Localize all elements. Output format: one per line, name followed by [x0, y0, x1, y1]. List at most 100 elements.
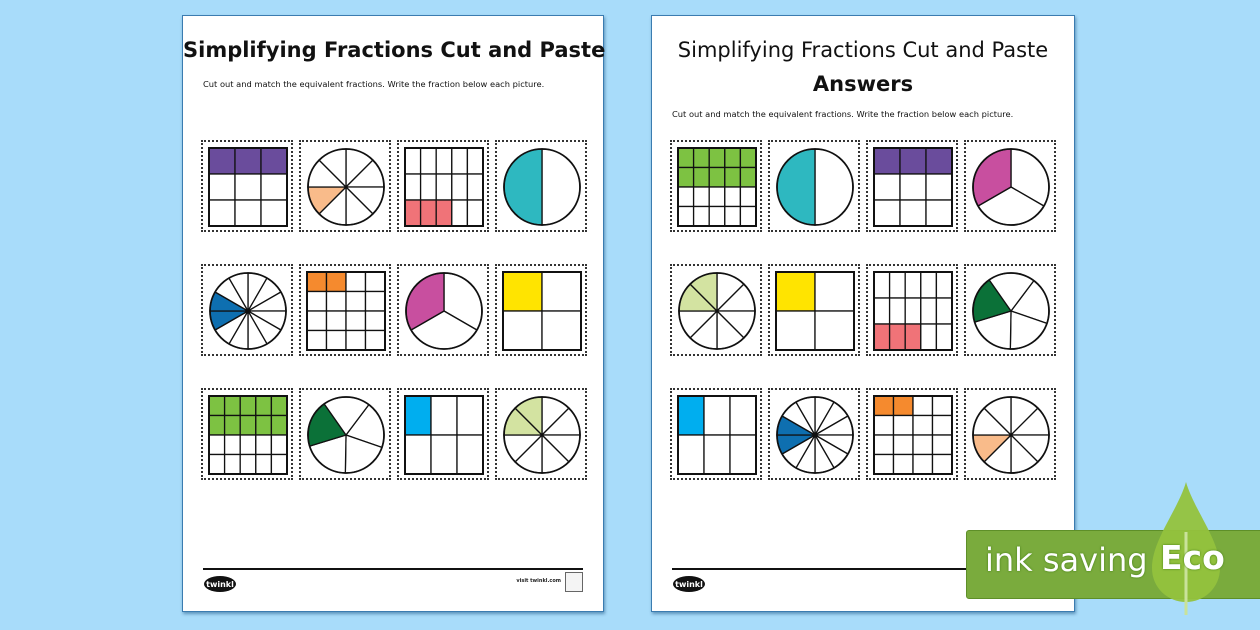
grid-cell — [739, 166, 757, 188]
grid-cell — [708, 147, 726, 169]
circle-border — [678, 272, 756, 350]
svg-text:twinkl: twinkl — [206, 580, 234, 589]
twinkl-logo: twinkl — [204, 576, 236, 592]
grid-cell — [724, 205, 742, 227]
grid-cell — [451, 199, 469, 227]
circle-slice — [814, 148, 854, 226]
fraction-grid — [502, 271, 582, 351]
fraction-card — [768, 264, 860, 356]
circle-border — [503, 148, 581, 226]
fraction-circle — [405, 272, 483, 350]
fraction-card — [299, 140, 391, 232]
grid-cell — [873, 199, 901, 227]
grid-cell — [223, 453, 241, 475]
grid-cell — [873, 297, 891, 325]
instruction-text: Cut out and match the equivalent fractio… — [672, 109, 1014, 119]
fraction-card — [964, 140, 1056, 232]
grid-border — [306, 271, 386, 351]
grid-cell — [724, 166, 742, 188]
grid-cell — [223, 434, 241, 456]
fraction-circle — [503, 148, 581, 226]
grid-cell — [912, 414, 934, 436]
grid-cell — [677, 166, 695, 188]
fraction-card — [670, 388, 762, 480]
grid-cell — [935, 297, 953, 325]
fraction-circle — [776, 396, 854, 474]
grid-cell — [419, 147, 437, 175]
grid-cell — [255, 414, 273, 436]
grid-cell — [892, 453, 914, 475]
grid-cell — [925, 147, 953, 175]
grid-cell — [541, 310, 582, 351]
grid-cell — [435, 173, 453, 201]
grid-cell — [739, 147, 757, 169]
grid-cell — [692, 205, 710, 227]
grid-cell — [920, 271, 938, 299]
grid-cell — [325, 271, 347, 293]
footer-divider — [203, 568, 583, 570]
grid-cell — [925, 173, 953, 201]
twinkl-logo: twinkl — [673, 576, 705, 592]
fraction-circle — [972, 396, 1050, 474]
grid-cell — [270, 414, 288, 436]
grid-cell — [306, 290, 328, 312]
circle-border — [776, 396, 854, 474]
grid-cell — [345, 290, 367, 312]
footer-divider — [672, 568, 1054, 570]
grid-cell — [677, 186, 695, 208]
grid-cell — [892, 434, 914, 456]
grid-cell — [270, 434, 288, 456]
fraction-card — [670, 264, 762, 356]
grid-cell — [873, 323, 891, 351]
grid-cell — [255, 453, 273, 475]
grid-cell — [873, 271, 891, 299]
circle-border — [972, 148, 1050, 226]
grid-cell — [708, 205, 726, 227]
fraction-card — [964, 388, 1056, 480]
grid-border — [208, 395, 288, 475]
grid-border — [775, 271, 855, 351]
fraction-grid — [873, 271, 953, 351]
page-subtitle: Answers — [812, 72, 914, 96]
grid-border — [873, 271, 953, 351]
grid-cell — [873, 453, 895, 475]
grid-cell — [404, 199, 422, 227]
circle-slice — [776, 148, 816, 226]
grid-cell — [364, 290, 386, 312]
circle-border — [209, 272, 287, 350]
fraction-grid — [873, 395, 953, 475]
grid-cell — [260, 199, 288, 227]
grid-cell — [239, 434, 257, 456]
fraction-circle — [776, 148, 854, 226]
svg-text:twinkl: twinkl — [675, 580, 703, 589]
answers-page: Simplifying Fractions Cut and Paste Answ… — [651, 15, 1075, 612]
fraction-card — [964, 264, 1056, 356]
fraction-card — [299, 264, 391, 356]
grid-cell — [729, 434, 757, 475]
grid-cell — [451, 173, 469, 201]
grid-cell — [430, 395, 458, 436]
grid-cell — [239, 414, 257, 436]
fraction-circle — [307, 148, 385, 226]
grid-cell — [223, 395, 241, 417]
grid-cell — [208, 414, 226, 436]
grid-cell — [692, 186, 710, 208]
worksheet-page: Simplifying Fractions Cut and Paste Cut … — [182, 15, 605, 612]
page-title: Simplifying Fractions Cut and Paste — [677, 38, 1049, 62]
grid-cell — [904, 271, 922, 299]
grid-cell — [260, 147, 288, 175]
grid-cell — [435, 199, 453, 227]
grid-cell — [419, 173, 437, 201]
fraction-card — [768, 388, 860, 480]
fraction-card — [201, 264, 293, 356]
grid-cell — [904, 323, 922, 351]
grid-cell — [892, 414, 914, 436]
grid-cell — [306, 329, 328, 351]
grid-cell — [466, 173, 484, 201]
fraction-card — [495, 264, 587, 356]
circle-border — [307, 396, 385, 474]
grid-cell — [888, 271, 906, 299]
grid-cell — [703, 395, 731, 436]
visit-link[interactable]: visit twinkl.com — [516, 578, 561, 584]
grid-cell — [325, 310, 347, 332]
